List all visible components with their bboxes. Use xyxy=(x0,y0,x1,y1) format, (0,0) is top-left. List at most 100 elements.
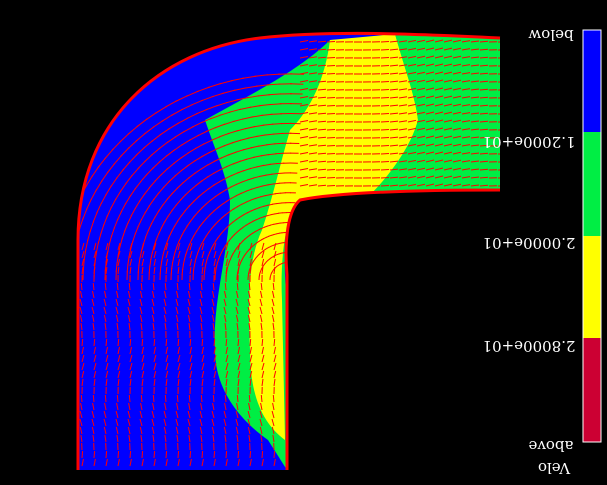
velocity-vector-554 xyxy=(257,94,271,97)
velocity-vector-590 xyxy=(61,257,62,270)
velocity-vector-364 xyxy=(239,158,248,162)
velocity-vector-1479 xyxy=(434,167,444,171)
velocity-vector-1116 xyxy=(479,40,489,43)
velocity-vector-375 xyxy=(139,250,143,259)
velocity-vector-1039 xyxy=(249,458,252,467)
velocity-vector-1291 xyxy=(398,104,408,107)
velocity-vector-969 xyxy=(225,346,228,355)
velocity-vector-783 xyxy=(139,426,143,435)
velocity-vector-1254 xyxy=(479,88,489,91)
velocity-vector-578 xyxy=(180,103,193,111)
velocity-vector-1121 xyxy=(317,48,327,51)
velocity-vector-239 xyxy=(250,197,257,201)
velocity-vector-374 xyxy=(138,257,141,266)
velocity-vector-255 xyxy=(188,239,193,246)
velocity-vector-459 xyxy=(244,126,256,130)
velocity-vector-391 xyxy=(206,160,216,166)
velocity-vector-194 xyxy=(210,244,215,249)
velocity-vector-850 xyxy=(176,290,179,299)
velocity-vector-741 xyxy=(127,314,131,323)
velocity-vector-293 xyxy=(201,203,207,209)
velocity-vector-1487 xyxy=(299,176,309,179)
velocity-vector-913 xyxy=(201,346,204,355)
velocity-vector-935 xyxy=(211,298,215,307)
velocity-vector-323 xyxy=(188,200,195,207)
velocity-vector-1068 xyxy=(273,242,277,251)
velocity-vector-1106 xyxy=(389,40,399,43)
velocity-vector-447 xyxy=(154,173,163,182)
velocity-vector-1507 xyxy=(479,176,489,179)
velocity-vector-238 xyxy=(245,199,252,203)
velocity-vector-49 xyxy=(271,256,274,258)
velocity-vector-400 xyxy=(274,142,284,145)
velocity-vector-846 xyxy=(177,258,181,267)
velocity-vector-1061 xyxy=(259,410,263,419)
velocity-vector-509 xyxy=(137,160,146,170)
velocity-vector-1251 xyxy=(452,87,462,91)
velocity-vector-1489 xyxy=(317,176,327,179)
velocity-vector-243 xyxy=(269,193,276,196)
velocity-vector-614 xyxy=(230,77,245,82)
velocity-vector-504 xyxy=(110,198,117,209)
velocity-vector-1341 xyxy=(434,119,444,123)
velocity-vector-1043 xyxy=(261,266,264,275)
velocity-vector-1295 xyxy=(434,103,444,107)
velocity-vector-580 xyxy=(201,95,214,102)
velocity-vector-1271 xyxy=(425,95,435,99)
velocity-vector-1272 xyxy=(434,95,444,99)
velocity-vector-986 xyxy=(237,258,241,267)
velocity-vector-731 xyxy=(117,458,120,467)
velocity-vector-1431 xyxy=(416,151,426,155)
velocity-vector-1433 xyxy=(434,151,444,155)
velocity-vector-990 xyxy=(236,290,239,299)
velocity-vector-704 xyxy=(117,242,121,251)
velocity-vector-591 xyxy=(62,246,64,259)
velocity-vector-1335 xyxy=(380,121,390,123)
velocity-vector-844 xyxy=(177,242,181,251)
velocity-vector-1436 xyxy=(461,152,471,155)
velocity-vector-1384 xyxy=(407,135,417,139)
velocity-vector-1018 xyxy=(248,290,251,299)
velocity-vector-449 xyxy=(166,162,176,170)
velocity-vector-550 xyxy=(215,101,228,107)
velocity-vector-903 xyxy=(201,266,204,275)
velocity-vector-1158 xyxy=(443,55,453,59)
velocity-vector-872 xyxy=(189,242,193,251)
velocity-vector-392 xyxy=(213,157,223,162)
velocity-vector-181 xyxy=(274,212,279,215)
velocity-vector-555 xyxy=(268,93,282,96)
velocity-vector-857 xyxy=(177,346,180,355)
velocity-vector-382 xyxy=(157,204,164,212)
velocity-vector-1247 xyxy=(416,87,426,91)
velocity-vector-1415 xyxy=(479,144,489,147)
velocity-vector-1340 xyxy=(425,119,435,123)
velocity-vector-717 xyxy=(117,346,120,355)
velocity-vector-1166 xyxy=(308,64,318,67)
velocity-vector-366 xyxy=(253,155,263,158)
velocity-vector-353 xyxy=(175,198,182,206)
velocity-vector-221 xyxy=(194,256,197,262)
velocity-vector-1435 xyxy=(452,151,462,155)
velocity-vector-161 xyxy=(218,255,221,260)
velocity-vector-69 xyxy=(250,264,253,267)
velocity-vector-738 xyxy=(128,290,131,299)
velocity-vector-579 xyxy=(190,99,204,106)
velocity-vector-873 xyxy=(189,250,193,259)
velocity-vector-481 xyxy=(165,149,176,157)
velocity-vector-416 xyxy=(162,180,171,189)
velocity-vector-533 xyxy=(92,211,98,223)
velocity-vector-1069 xyxy=(273,250,277,259)
velocity-vector-544 xyxy=(159,127,171,136)
velocity-vector-1497 xyxy=(389,176,399,179)
velocity-vector-1011 xyxy=(237,458,240,467)
velocity-vector-187 xyxy=(203,271,206,276)
velocity-vector-912 xyxy=(201,338,204,347)
velocity-vector-1383 xyxy=(398,136,408,139)
velocity-vector-1451 xyxy=(389,160,399,163)
velocity-vector-807 xyxy=(152,394,155,403)
velocity-vector-1201 xyxy=(416,71,426,75)
velocity-vector-1010 xyxy=(237,450,240,459)
velocity-vector-1496 xyxy=(380,177,390,179)
velocity-vector-797 xyxy=(151,314,155,323)
velocity-vector-762 xyxy=(141,258,145,267)
